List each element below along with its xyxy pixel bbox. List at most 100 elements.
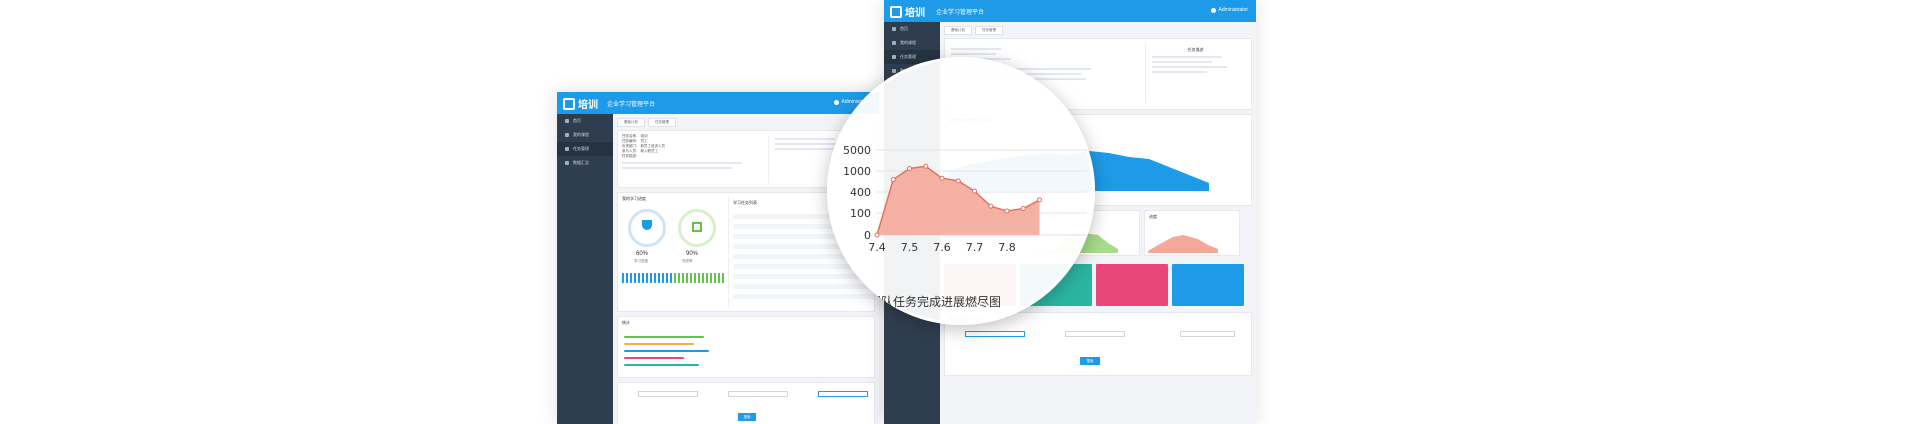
gauge-percent: 90%	[686, 251, 699, 257]
filter-select[interactable]	[818, 391, 868, 397]
user-avatar-icon	[1210, 7, 1216, 13]
gauge-label: 完成率	[682, 259, 693, 263]
y-tick-label: 0	[864, 229, 871, 242]
task-info-list: 任务名称： 培训 任务编号： 员工 负责部门： 新员工培训人员 参与人员： 新入…	[622, 134, 752, 172]
tab-plan[interactable]: 基础计划	[617, 118, 645, 127]
filter-select[interactable]	[638, 391, 698, 397]
chart-icon	[565, 161, 569, 165]
book-icon	[565, 133, 569, 137]
sidebar-item-home[interactable]: 首页	[884, 22, 940, 36]
info-row: 任务名称： 培训	[622, 134, 752, 139]
data-point	[907, 166, 912, 172]
home-icon	[565, 119, 569, 123]
sidebar-item-home[interactable]: 首页	[557, 114, 613, 128]
info-label: 任务名称：	[622, 134, 640, 138]
task-desc-panel: 任务描述	[1145, 43, 1245, 103]
top-bar: 培训 企业学习管理平台 Administrator	[557, 92, 879, 114]
sidebar-item-label: 我的课程	[573, 132, 589, 137]
gauge-percent: 60%	[636, 251, 649, 257]
progress-bar	[624, 343, 694, 345]
area-fill	[1148, 235, 1218, 253]
tab-tasks[interactable]: 任务管理	[975, 26, 1003, 35]
user-name: Administrator	[841, 99, 871, 105]
sidebar-item-label: 任务管理	[573, 146, 589, 151]
search-button[interactable]: 搜索	[738, 413, 756, 421]
text-line	[622, 167, 732, 169]
text-line	[1152, 61, 1212, 63]
app-logo: 培训	[890, 4, 925, 19]
data-point	[988, 203, 994, 209]
data-point	[1020, 206, 1026, 212]
panel-title: 任务描述	[1187, 47, 1204, 52]
filter-card: 搜索	[617, 382, 875, 424]
sidebar-item-courses[interactable]: 我的课程	[884, 36, 940, 50]
tab-plan[interactable]: 基础计划	[944, 26, 972, 35]
tab-tasks[interactable]: 任务管理	[648, 118, 676, 127]
text-line	[775, 138, 835, 140]
text-line	[951, 68, 1091, 70]
sidebar-item-label: 我的课程	[900, 40, 916, 45]
x-tick-label: 7.4	[868, 241, 886, 254]
info-value: 培训	[640, 134, 648, 138]
app-logo: 培训	[563, 96, 598, 111]
app-title: 企业学习管理平台	[607, 102, 656, 108]
progress-bars	[624, 331, 714, 371]
data-point	[874, 232, 880, 238]
text-line	[951, 53, 996, 55]
progress-bar	[624, 364, 699, 366]
text-line	[951, 48, 1001, 50]
gauge-trophy	[628, 209, 666, 247]
sidebar-item-label: 任务管理	[900, 54, 916, 59]
metric-tile	[1172, 264, 1244, 306]
text-line	[622, 162, 742, 164]
x-tick-label: 7.5	[901, 241, 919, 254]
user-menu[interactable]: Administrator	[1210, 7, 1248, 13]
data-point	[890, 177, 896, 183]
y-tick-label: 5000	[843, 144, 871, 157]
data-point	[1004, 208, 1010, 214]
filter-select[interactable]	[1180, 331, 1235, 337]
user-menu[interactable]: Administrator	[833, 99, 871, 105]
data-point	[1037, 197, 1042, 203]
info-row: 任务编号： 员工	[622, 139, 752, 144]
info-row: 参与人员： 新入职员工	[622, 149, 752, 154]
logo-text: 培训	[578, 100, 598, 111]
logo-icon	[890, 5, 902, 18]
section-title: 统计	[622, 320, 630, 325]
trophy-icon	[642, 220, 652, 230]
people-icon-row	[674, 273, 724, 283]
logo-text: 培训	[905, 8, 925, 19]
search-button[interactable]: 搜索	[1080, 357, 1100, 365]
section-title: 我的学习进度	[622, 196, 646, 201]
progress-bar	[624, 336, 704, 338]
y-tick-label: 400	[850, 186, 871, 199]
progress-bar	[624, 357, 684, 359]
filter-select[interactable]	[1065, 331, 1125, 337]
section-title: 学习任务列表	[733, 200, 757, 205]
tab-bar: 基础计划 任务管理	[617, 118, 875, 127]
gauge-label: 学习进度	[634, 259, 648, 263]
sidebar-item-courses[interactable]: 我的课程	[557, 128, 613, 142]
sidebar: 首页 我的课程 任务管理 数据汇总	[557, 114, 613, 424]
book-icon	[892, 41, 896, 45]
info-row: 任务描述：	[622, 154, 752, 159]
tab-bar: 基础计划 任务管理	[944, 26, 1252, 35]
text-line	[775, 143, 855, 145]
task-icon	[565, 147, 569, 151]
sidebar-item-tasks[interactable]: 任务管理	[557, 142, 613, 156]
filter-select[interactable]	[728, 391, 788, 397]
data-point	[972, 188, 977, 194]
info-label: 参与人员：	[622, 149, 640, 153]
info-label: 负责部门：	[622, 144, 640, 148]
chart-caption: 各团队任务完成进展燃尽图	[857, 295, 1002, 309]
text-line	[1152, 71, 1207, 73]
info-value: 员工	[640, 139, 648, 143]
user-avatar-icon	[833, 99, 839, 105]
metric-tile	[1096, 264, 1168, 306]
filter-select[interactable]	[965, 331, 1025, 337]
people-icon-row	[622, 273, 676, 283]
home-icon	[892, 27, 896, 31]
data-point	[955, 178, 961, 184]
sidebar-item-data[interactable]: 数据汇总	[557, 156, 613, 170]
